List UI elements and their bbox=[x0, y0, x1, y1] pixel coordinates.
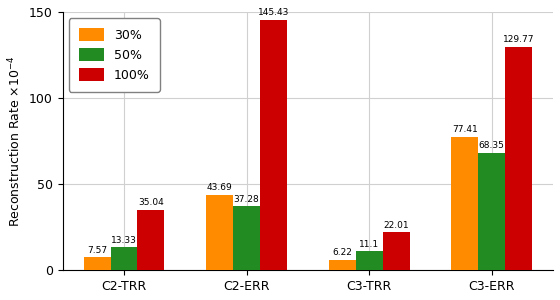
Bar bbox=[451, 137, 478, 270]
Bar bbox=[329, 260, 356, 270]
Bar bbox=[233, 206, 260, 270]
Bar bbox=[382, 232, 409, 270]
Bar bbox=[505, 47, 532, 270]
Bar bbox=[356, 251, 382, 270]
Text: 22.01: 22.01 bbox=[384, 221, 409, 230]
Text: 6.22: 6.22 bbox=[332, 248, 352, 257]
Text: 43.69: 43.69 bbox=[207, 184, 232, 193]
Text: 77.41: 77.41 bbox=[452, 125, 478, 134]
Text: 129.77: 129.77 bbox=[503, 35, 534, 44]
Bar bbox=[478, 153, 505, 270]
Bar bbox=[137, 210, 165, 270]
Y-axis label: Reconstruction Rate $\times$10$^{-4}$: Reconstruction Rate $\times$10$^{-4}$ bbox=[7, 55, 24, 227]
Legend: 30%, 50%, 100%: 30%, 50%, 100% bbox=[69, 18, 160, 92]
Text: 35.04: 35.04 bbox=[138, 198, 164, 207]
Text: 145.43: 145.43 bbox=[258, 8, 289, 17]
Text: 11.1: 11.1 bbox=[359, 240, 379, 249]
Bar bbox=[206, 195, 233, 270]
Text: 68.35: 68.35 bbox=[479, 141, 505, 150]
Text: 7.57: 7.57 bbox=[87, 246, 107, 255]
Text: 37.28: 37.28 bbox=[234, 194, 259, 203]
Bar bbox=[260, 20, 287, 270]
Bar bbox=[83, 257, 110, 270]
Text: 13.33: 13.33 bbox=[111, 236, 137, 245]
Bar bbox=[110, 248, 137, 270]
